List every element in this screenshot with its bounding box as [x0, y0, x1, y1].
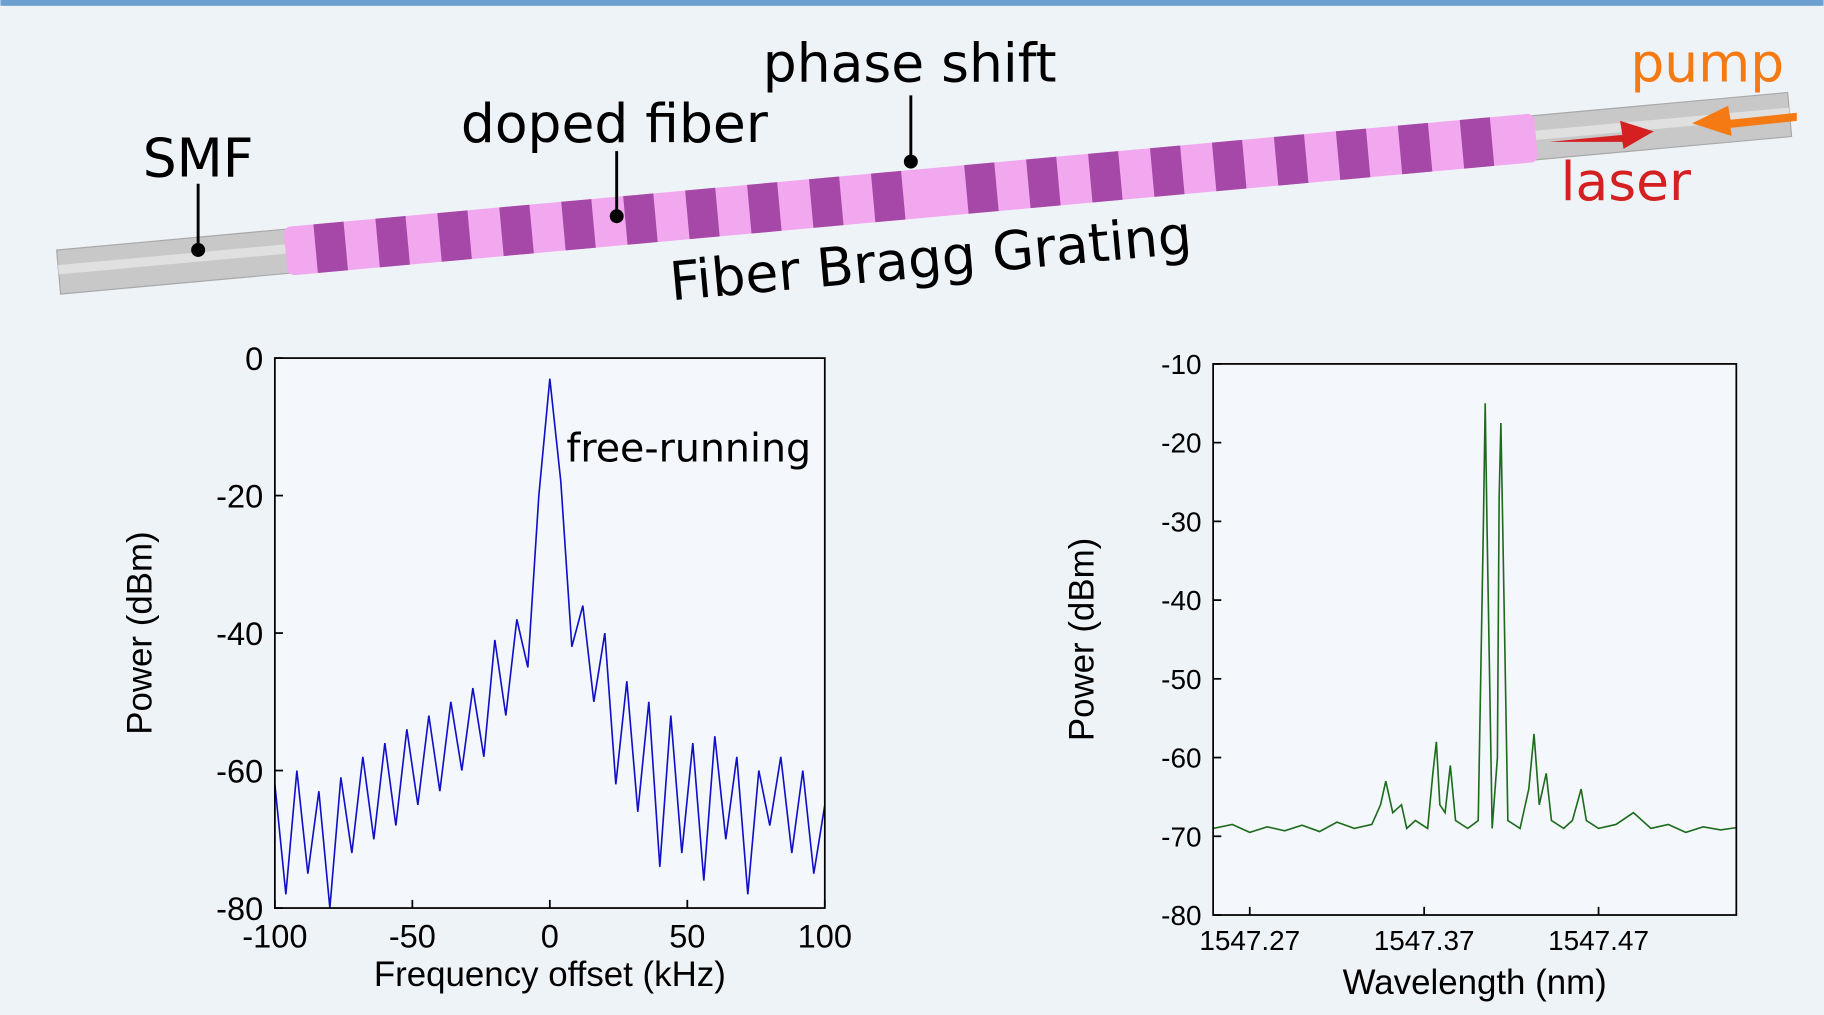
x-tick-label: 100 — [798, 919, 852, 955]
x-tick-label: 1547.47 — [1548, 925, 1649, 956]
y-tick-label: -10 — [1161, 349, 1201, 380]
y-tick-label: -60 — [216, 753, 263, 789]
plot-area — [1213, 363, 1737, 916]
grating-stripe — [1459, 117, 1495, 169]
grating-stripe — [964, 162, 999, 214]
plot-area — [274, 358, 825, 909]
grating-stripe — [1088, 151, 1123, 203]
grating-stripe — [870, 170, 906, 223]
y-tick-label: -50 — [1161, 664, 1201, 695]
y-tick-label: -30 — [1161, 506, 1201, 537]
plot-frame — [1212, 363, 1738, 916]
x-tick-label: 1547.37 — [1374, 925, 1475, 956]
y-axis-label: Power (dBm) — [1062, 538, 1101, 741]
grating-stripe — [747, 182, 782, 234]
annotation: free-running — [566, 426, 811, 472]
grating-stripe — [1150, 145, 1185, 197]
y-tick-label: -80 — [216, 891, 263, 927]
y-tick-label: -70 — [1161, 821, 1201, 852]
y-tick-label: -20 — [216, 478, 263, 514]
grating-stripe — [685, 187, 720, 240]
top-border — [0, 0, 1824, 6]
y-tick-label: -40 — [1161, 585, 1201, 616]
grating-stripe — [1273, 134, 1309, 186]
plot-data — [1213, 403, 1737, 834]
y-tick-label: -20 — [1161, 428, 1201, 459]
smf-label: SMF — [143, 127, 254, 190]
grating-stripe — [1397, 122, 1433, 175]
x-tick-label: 1547.27 — [1199, 925, 1300, 956]
fiber — [55, 91, 1793, 295]
data-line — [1213, 403, 1737, 834]
x-tick-label: 0 — [541, 919, 559, 955]
y-tick-label: -80 — [1161, 900, 1201, 931]
grating-stripe — [1335, 128, 1371, 180]
data-line — [274, 378, 825, 909]
phase-label: phase shift — [763, 31, 1057, 94]
laser-arrow — [1549, 120, 1654, 149]
plot-data — [274, 378, 825, 909]
pump-arrow — [1692, 105, 1797, 137]
grating-stripe — [313, 221, 348, 273]
x-axis-label: Frequency offset (kHz) — [374, 955, 726, 994]
x-axis-label: Wavelength (nm) — [1343, 963, 1607, 1002]
y-tick-label: -40 — [216, 616, 263, 652]
leader-dot — [191, 242, 206, 257]
grating-stripe — [375, 215, 410, 268]
y-tick-label: 0 — [245, 341, 263, 377]
grating-stripe — [561, 199, 596, 251]
grating-stripe — [623, 193, 658, 245]
grating-stripe — [809, 176, 844, 228]
leader-dot — [903, 154, 918, 169]
grating-stripe — [1026, 156, 1061, 209]
x-tick-label: -100 — [242, 919, 307, 955]
grating-stripe — [437, 210, 472, 262]
x-tick-label: -50 — [389, 919, 436, 955]
pump-label: pump — [1630, 31, 1784, 94]
grating-stripe — [1211, 139, 1247, 192]
grating-stripe — [499, 204, 534, 257]
doped-label: doped fiber — [461, 92, 768, 155]
y-tick-label: -60 — [1161, 743, 1201, 774]
leader-dot — [609, 209, 624, 224]
y-axis-label: Power (dBm) — [121, 531, 160, 734]
laser-label: laser — [1561, 150, 1691, 213]
x-tick-label: 50 — [669, 919, 705, 955]
